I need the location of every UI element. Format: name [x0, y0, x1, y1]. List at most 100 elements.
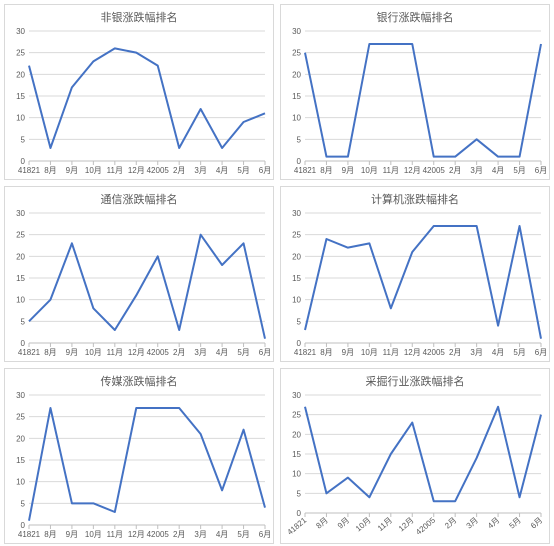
- x-tick-label: 12月: [128, 530, 145, 539]
- x-tick-label: 10月: [85, 348, 102, 357]
- x-tick-label: 2月: [173, 530, 185, 539]
- x-tick-label: 41821: [18, 530, 41, 539]
- y-tick-label: 0: [21, 157, 26, 166]
- x-tick-label: 10月: [361, 348, 378, 357]
- chart-panel-5: 采掘行业涨跌幅排名051015202530418218月9月10月11月12月4…: [280, 368, 550, 544]
- y-tick-label: 10: [292, 470, 301, 479]
- x-tick-label: 4月: [492, 166, 504, 175]
- data-line: [29, 235, 265, 339]
- chart-panel-0: 非银涨跌幅排名051015202530418218月9月10月11月12月420…: [4, 4, 274, 180]
- x-tick-label: 6月: [529, 516, 544, 531]
- x-tick-label: 4月: [216, 530, 228, 539]
- x-tick-label: 5月: [513, 348, 525, 357]
- x-tick-label: 3月: [194, 348, 206, 357]
- y-tick-label: 5: [297, 317, 302, 326]
- chart-title: 银行涨跌幅排名: [377, 10, 454, 24]
- x-tick-label: 41821: [294, 166, 317, 175]
- x-tick-label: 2月: [443, 516, 458, 531]
- x-tick-label: 3月: [470, 348, 482, 357]
- x-tick-label: 11月: [376, 516, 394, 533]
- x-tick-label: 8月: [320, 166, 332, 175]
- chart-panel-1: 银行涨跌幅排名051015202530418218月9月10月11月12月420…: [280, 4, 550, 180]
- y-tick-label: 20: [16, 70, 25, 79]
- y-tick-label: 30: [292, 209, 301, 218]
- x-tick-label: 2月: [173, 166, 185, 175]
- x-tick-label: 41821: [294, 348, 317, 357]
- x-tick-label: 9月: [66, 348, 78, 357]
- x-tick-label: 2月: [449, 348, 461, 357]
- x-tick-label: 12月: [128, 166, 145, 175]
- x-tick-label: 6月: [259, 348, 271, 357]
- x-tick-label: 3月: [194, 166, 206, 175]
- chart-svg: 银行涨跌幅排名051015202530418218月9月10月11月12月420…: [281, 5, 549, 179]
- y-tick-label: 30: [16, 209, 25, 218]
- y-tick-label: 30: [292, 27, 301, 36]
- y-tick-label: 10: [292, 114, 301, 123]
- y-tick-label: 0: [297, 339, 302, 348]
- x-tick-label: 41821: [285, 515, 308, 537]
- x-tick-label: 5月: [513, 166, 525, 175]
- x-tick-label: 3月: [470, 166, 482, 175]
- y-tick-label: 15: [16, 274, 25, 283]
- y-tick-label: 5: [21, 317, 26, 326]
- y-tick-label: 5: [297, 489, 302, 498]
- y-tick-label: 10: [16, 296, 25, 305]
- x-tick-label: 3月: [465, 516, 480, 531]
- y-tick-label: 10: [16, 478, 25, 487]
- chart-svg: 通信涨跌幅排名051015202530418218月9月10月11月12月420…: [5, 187, 273, 361]
- y-tick-label: 10: [292, 296, 301, 305]
- x-tick-label: 9月: [342, 166, 354, 175]
- chart-svg: 非银涨跌幅排名051015202530418218月9月10月11月12月420…: [5, 5, 273, 179]
- x-tick-label: 11月: [107, 166, 123, 175]
- x-tick-label: 11月: [383, 348, 399, 357]
- x-tick-label: 2月: [449, 166, 461, 175]
- x-tick-label: 12月: [128, 348, 145, 357]
- y-tick-label: 25: [16, 49, 25, 58]
- y-tick-label: 10: [16, 114, 25, 123]
- x-tick-label: 5月: [237, 348, 249, 357]
- chart-title: 传媒涨跌幅排名: [101, 374, 178, 388]
- x-tick-label: 10月: [85, 530, 102, 539]
- x-tick-label: 4月: [216, 348, 228, 357]
- y-tick-label: 20: [292, 252, 301, 261]
- chart-title: 通信涨跌幅排名: [101, 192, 178, 206]
- x-tick-label: 9月: [66, 530, 78, 539]
- x-tick-label: 42005: [147, 166, 170, 175]
- y-tick-label: 15: [292, 450, 301, 459]
- x-tick-label: 4月: [492, 348, 504, 357]
- x-tick-label: 10月: [354, 516, 373, 534]
- x-tick-label: 11月: [107, 530, 123, 539]
- x-tick-label: 42005: [423, 166, 446, 175]
- x-tick-label: 11月: [383, 166, 399, 175]
- chart-title: 采掘行业涨跌幅排名: [366, 374, 465, 388]
- x-tick-label: 9月: [342, 348, 354, 357]
- x-tick-label: 8月: [44, 166, 56, 175]
- y-tick-label: 25: [292, 49, 301, 58]
- y-tick-label: 25: [16, 413, 25, 422]
- x-tick-label: 10月: [361, 166, 378, 175]
- x-tick-label: 4月: [216, 166, 228, 175]
- x-tick-label: 42005: [423, 348, 446, 357]
- x-tick-label: 42005: [147, 348, 170, 357]
- x-tick-label: 5月: [508, 516, 523, 531]
- y-tick-label: 20: [16, 434, 25, 443]
- x-tick-label: 8月: [314, 516, 329, 531]
- y-tick-label: 5: [21, 135, 26, 144]
- x-tick-label: 8月: [44, 530, 56, 539]
- chart-grid: 非银涨跌幅排名051015202530418218月9月10月11月12月420…: [4, 4, 550, 542]
- chart-title: 非银涨跌幅排名: [101, 10, 178, 24]
- data-line: [29, 48, 265, 148]
- x-tick-label: 10月: [85, 166, 102, 175]
- x-tick-label: 42005: [414, 515, 437, 537]
- x-tick-label: 3月: [194, 530, 206, 539]
- chart-svg: 传媒涨跌幅排名051015202530418218月9月10月11月12月420…: [5, 369, 273, 543]
- x-tick-label: 12月: [404, 348, 421, 357]
- y-tick-label: 5: [21, 499, 26, 508]
- x-tick-label: 4月: [486, 516, 501, 531]
- x-tick-label: 6月: [259, 166, 271, 175]
- y-tick-label: 15: [292, 92, 301, 101]
- y-tick-label: 0: [297, 157, 302, 166]
- y-tick-label: 5: [297, 135, 302, 144]
- x-tick-label: 9月: [66, 166, 78, 175]
- x-tick-label: 12月: [404, 166, 421, 175]
